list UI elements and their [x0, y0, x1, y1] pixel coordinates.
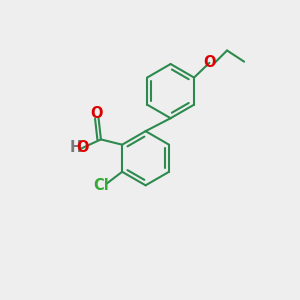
- Text: H: H: [69, 140, 81, 155]
- Text: O: O: [203, 55, 216, 70]
- Text: Cl: Cl: [93, 178, 109, 194]
- Text: O: O: [76, 140, 89, 155]
- Text: O: O: [91, 106, 103, 121]
